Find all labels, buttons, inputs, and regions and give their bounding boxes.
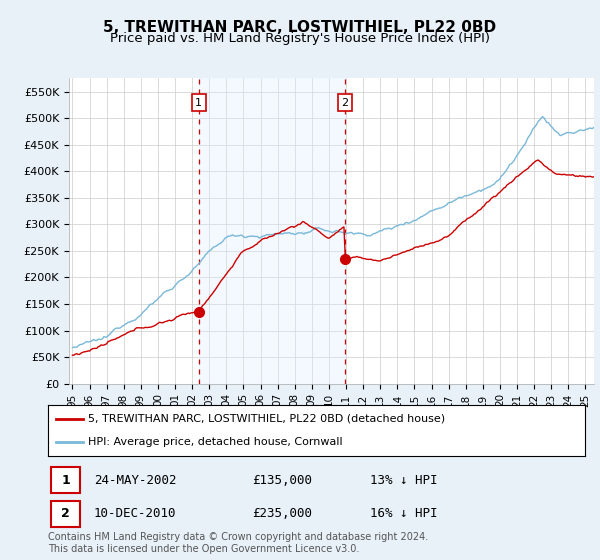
Text: 2: 2 <box>61 507 70 520</box>
FancyBboxPatch shape <box>50 501 80 526</box>
Text: £135,000: £135,000 <box>252 474 312 487</box>
Text: 1: 1 <box>195 98 202 108</box>
Text: 1: 1 <box>61 474 70 487</box>
Text: £235,000: £235,000 <box>252 507 312 520</box>
Text: Contains HM Land Registry data © Crown copyright and database right 2024.
This d: Contains HM Land Registry data © Crown c… <box>48 532 428 554</box>
Text: 5, TREWITHAN PARC, LOSTWITHIEL, PL22 0BD (detached house): 5, TREWITHAN PARC, LOSTWITHIEL, PL22 0BD… <box>88 414 445 424</box>
Text: Price paid vs. HM Land Registry's House Price Index (HPI): Price paid vs. HM Land Registry's House … <box>110 32 490 45</box>
FancyBboxPatch shape <box>50 468 80 493</box>
Text: 13% ↓ HPI: 13% ↓ HPI <box>370 474 438 487</box>
Text: 5, TREWITHAN PARC, LOSTWITHIEL, PL22 0BD: 5, TREWITHAN PARC, LOSTWITHIEL, PL22 0BD <box>103 20 497 35</box>
Text: HPI: Average price, detached house, Cornwall: HPI: Average price, detached house, Corn… <box>88 437 343 447</box>
Text: 24-MAY-2002: 24-MAY-2002 <box>94 474 176 487</box>
Text: 2: 2 <box>341 98 349 108</box>
Text: 16% ↓ HPI: 16% ↓ HPI <box>370 507 438 520</box>
Text: 10-DEC-2010: 10-DEC-2010 <box>94 507 176 520</box>
Bar <box>199 78 345 384</box>
